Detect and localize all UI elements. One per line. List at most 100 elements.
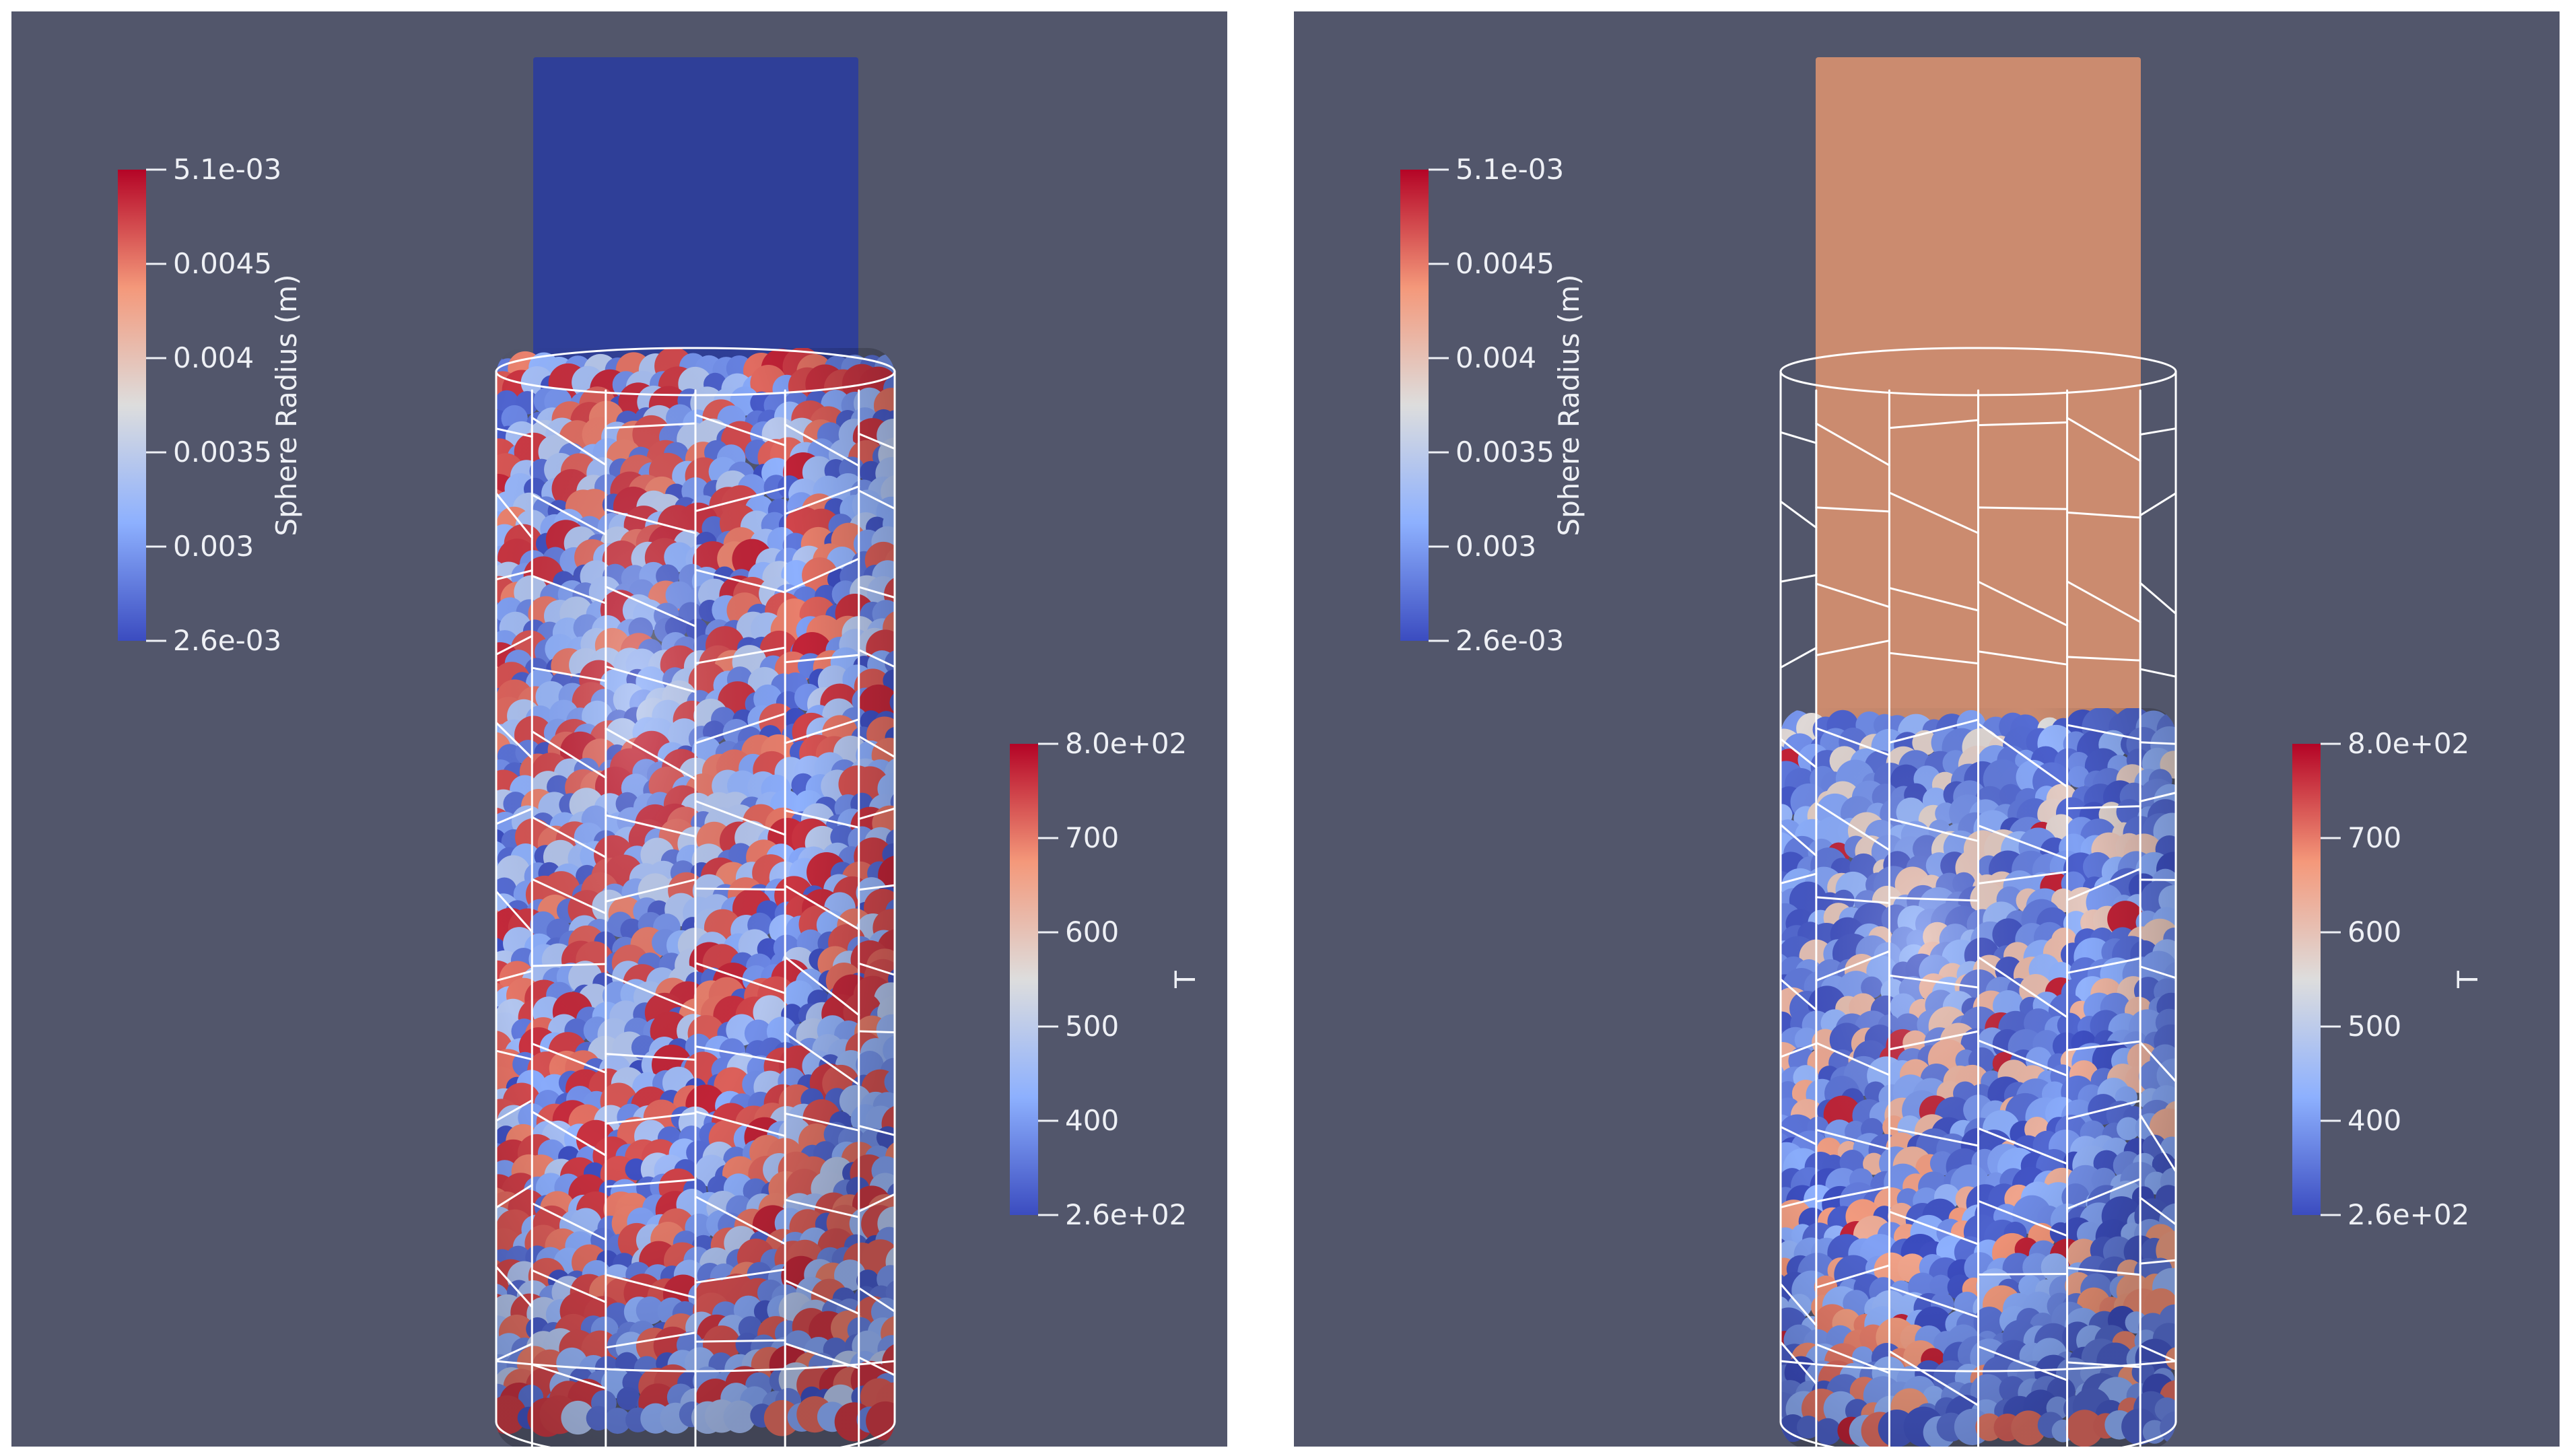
temperature-tick-label: 700 bbox=[1065, 821, 1119, 854]
mesh-edge bbox=[1815, 727, 1890, 757]
particle-sphere bbox=[496, 391, 498, 415]
mesh-edge bbox=[605, 1053, 697, 1061]
mesh-edge bbox=[530, 1042, 607, 1074]
temperature-tick-label: 400 bbox=[2347, 1104, 2401, 1137]
mesh-edge bbox=[2139, 1196, 2177, 1226]
temperature-tick-label: 600 bbox=[2347, 915, 2401, 948]
mesh-edge bbox=[694, 887, 786, 891]
radius-tick-label: 0.004 bbox=[1455, 341, 1536, 374]
mesh-edge bbox=[784, 718, 860, 744]
mesh-edge bbox=[1977, 870, 2069, 885]
mesh-edge bbox=[1888, 1286, 1979, 1319]
mesh-edge bbox=[2066, 580, 2141, 623]
mesh-edge bbox=[1888, 974, 1979, 989]
piston-block[interactable] bbox=[533, 57, 858, 375]
mesh-edge bbox=[1815, 1264, 1890, 1289]
mesh-edge bbox=[495, 635, 533, 656]
mesh-edge bbox=[530, 730, 607, 779]
render-viewport-right[interactable]: 5.1e-03 0.0045 0.004 0.0035 0.003 2.6e-03 Sphe… bbox=[1294, 11, 2560, 1447]
temperature-colorbar: 8.0e+02 700 600 500 400 2.6e+02 T bbox=[1010, 727, 1202, 1231]
mesh-edge bbox=[530, 1110, 607, 1156]
mesh-edge bbox=[1779, 500, 1818, 529]
mesh-edge bbox=[605, 973, 697, 1012]
mesh-edge bbox=[1815, 1041, 1890, 1076]
mesh-edge bbox=[1779, 1282, 1818, 1327]
mesh-edge bbox=[784, 1112, 860, 1132]
mesh-edge bbox=[1815, 950, 1890, 982]
temperature-tick-label: 700 bbox=[2347, 821, 2401, 854]
mesh-edge bbox=[2066, 511, 2141, 519]
cylinder-bottom-rim bbox=[495, 1420, 896, 1447]
mesh-edge bbox=[605, 586, 697, 627]
mesh-edge bbox=[2066, 1177, 2141, 1210]
mesh-edge bbox=[858, 807, 896, 821]
mesh-edge bbox=[784, 1198, 860, 1218]
mesh-edge bbox=[2139, 1259, 2177, 1265]
mesh-edge bbox=[1779, 574, 1818, 583]
mesh-edge bbox=[605, 422, 697, 429]
mesh-edge bbox=[858, 1193, 896, 1213]
radius-tick-label: 2.6e-03 bbox=[173, 624, 281, 657]
mesh-edge bbox=[784, 485, 860, 515]
mesh-edge bbox=[858, 884, 896, 891]
mesh-edge bbox=[1977, 1200, 2069, 1237]
radius-tick-label: 0.003 bbox=[1455, 530, 1536, 563]
mesh-edge bbox=[784, 809, 860, 829]
mesh-edge bbox=[1815, 1129, 1890, 1150]
mesh-edge bbox=[1779, 431, 1818, 444]
temperature-title: T bbox=[2451, 971, 2484, 989]
render-viewport-left[interactable]: 5.1e-03 0.0045 0.004 0.0035 0.003 2.6e-03 Sphe… bbox=[11, 11, 1227, 1447]
mesh-edge bbox=[1977, 824, 2069, 860]
mesh-edge bbox=[605, 508, 697, 534]
mesh-edge bbox=[694, 962, 786, 994]
radius-colorbar-gradient bbox=[1400, 170, 1429, 641]
radius-tick-label: 5.1e-03 bbox=[1455, 153, 1564, 186]
mesh-edge bbox=[530, 666, 607, 683]
mesh-edge bbox=[858, 1356, 896, 1377]
mesh-edge bbox=[694, 646, 786, 664]
temperature-tick-label: 500 bbox=[2347, 1010, 2401, 1043]
temperature-tick-label: 8.0e+02 bbox=[2347, 727, 2469, 760]
mesh-edge bbox=[1977, 1273, 2069, 1276]
mesh-edge bbox=[2066, 417, 2141, 462]
mesh-edge bbox=[1779, 1197, 1818, 1209]
mesh-edge bbox=[2139, 965, 2177, 979]
mesh-edge bbox=[1977, 506, 2069, 510]
mesh-edge bbox=[2139, 741, 2177, 745]
mesh-edge bbox=[694, 712, 786, 744]
mesh-edge bbox=[2066, 805, 2141, 810]
mesh-edge bbox=[1779, 1360, 2177, 1373]
mesh-edge bbox=[530, 816, 607, 859]
mesh-edge bbox=[2066, 724, 2141, 740]
mesh-edge bbox=[694, 1339, 786, 1343]
mesh-edge bbox=[605, 1331, 697, 1349]
temperature-tick-label: 400 bbox=[1065, 1104, 1119, 1137]
mesh-edge bbox=[694, 1195, 786, 1245]
mesh-edge bbox=[530, 1202, 607, 1241]
scene-right[interactable]: 5.1e-03 0.0045 0.004 0.0035 0.003 2.6e-03 Sphe… bbox=[1294, 11, 2560, 1447]
mesh-edge bbox=[784, 1342, 860, 1370]
particle-bed[interactable] bbox=[1752, 704, 2195, 1447]
mesh-edge bbox=[495, 1360, 896, 1373]
radius-colorbar-gradient bbox=[118, 170, 146, 641]
mesh-edge bbox=[605, 1274, 697, 1299]
mesh-edge bbox=[495, 1342, 533, 1362]
mesh-edge bbox=[495, 890, 533, 933]
mesh-edge bbox=[858, 1286, 896, 1313]
mesh-edge bbox=[858, 489, 896, 510]
mesh-edge bbox=[694, 569, 786, 594]
mesh-edge bbox=[605, 665, 697, 693]
mesh-edge bbox=[530, 1269, 607, 1303]
mesh-edge bbox=[495, 492, 533, 539]
mesh-edge bbox=[1815, 802, 1890, 852]
mesh-edge bbox=[858, 1125, 896, 1136]
radius-tick-label: 0.0035 bbox=[173, 436, 272, 469]
mesh-edge bbox=[2139, 1344, 2177, 1362]
mesh-edge bbox=[530, 416, 607, 466]
particle-sphere bbox=[496, 534, 499, 559]
mesh-edge bbox=[530, 1363, 607, 1390]
mesh-edge bbox=[2139, 792, 2177, 802]
scene-left[interactable]: 5.1e-03 0.0045 0.004 0.0035 0.003 2.6e-03 Sphe… bbox=[11, 11, 1227, 1447]
mesh-edge bbox=[2139, 492, 2177, 517]
mesh-edge bbox=[1977, 421, 2069, 427]
